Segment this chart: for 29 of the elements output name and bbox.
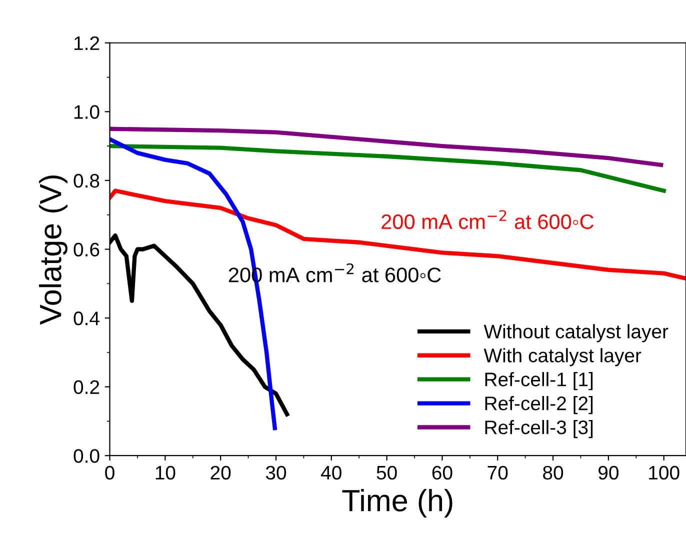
line-series — [110, 126, 664, 168]
legend-label: Without catalyst layer — [484, 324, 668, 342]
line-series — [110, 188, 686, 281]
legend-label: Ref-cell-2 [2] — [485, 396, 593, 414]
y-tick-label: 0.8 — [74, 174, 100, 188]
x-tick-label: 40 — [321, 466, 342, 480]
x-tick-label: 80 — [543, 466, 564, 480]
x-tick-label: 60 — [432, 466, 452, 480]
legend-label: Ref-cell-1 [1] — [485, 372, 593, 390]
y-tick-label: 0.0 — [74, 449, 100, 463]
legend-label: With catalyst layer — [484, 348, 642, 366]
y-tick-label: 1.2 — [74, 36, 100, 50]
x-tick-label: 0 — [105, 466, 114, 480]
x-tick-label: 70 — [488, 466, 508, 480]
x-tick-label: 50 — [376, 466, 397, 480]
line-series — [110, 144, 666, 193]
y-tick-label: 0.4 — [74, 311, 100, 326]
annotation: 200 mA cm$^{−2}$ at 600◦C — [382, 210, 594, 230]
y-tick-label: 0.6 — [74, 242, 100, 256]
y-tick-label: 1.0 — [74, 105, 100, 119]
x-axis-title: Time (h) — [342, 489, 452, 518]
x-tick-label: 20 — [210, 466, 231, 480]
y-tick-label: 0.2 — [74, 380, 100, 394]
y-axis-title: Volatge (V) — [38, 176, 68, 325]
x-tick-label: 10 — [156, 466, 176, 480]
x-tick-label: 100 — [649, 466, 680, 480]
legend-label: Ref-cell-3 [3] — [485, 420, 593, 438]
x-tick-label: 30 — [266, 466, 286, 480]
x-tick-label: 90 — [598, 466, 618, 480]
